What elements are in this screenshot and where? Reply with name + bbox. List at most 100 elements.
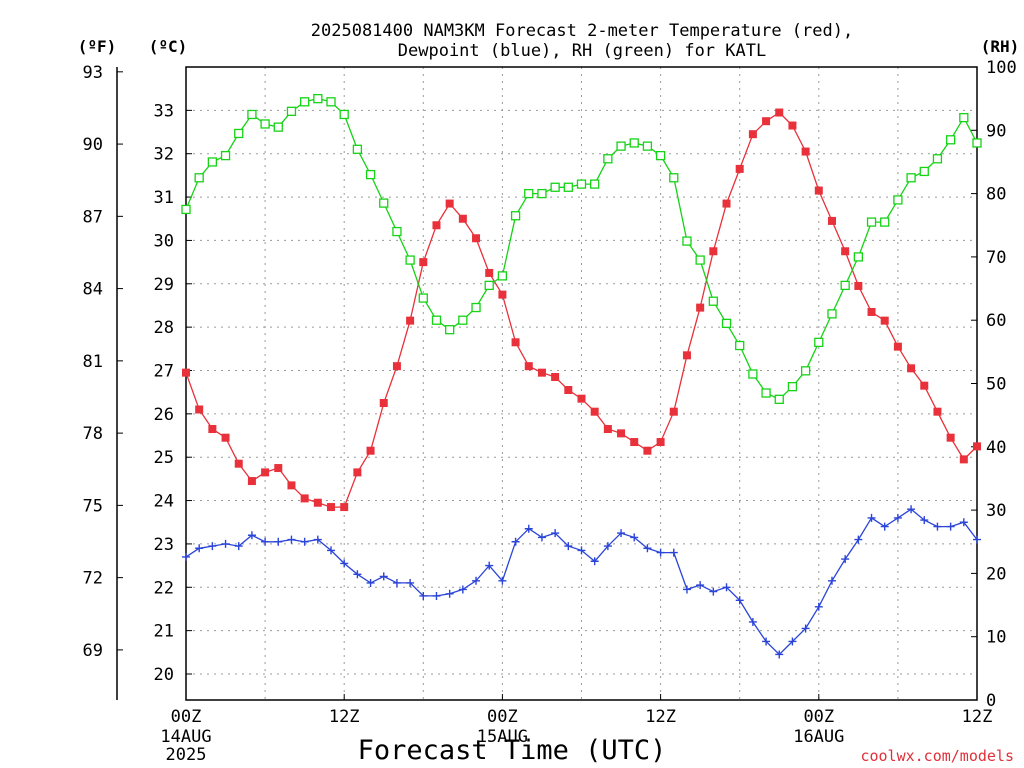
dewpoint-point (419, 591, 428, 600)
temperature-point (577, 394, 586, 403)
celsius-tick-label: 33 (154, 101, 174, 121)
temperature-point (353, 468, 362, 477)
dewpoint-point (696, 581, 705, 590)
temperature-point (933, 407, 942, 416)
temperature-point (893, 342, 902, 351)
dewpoint-point (801, 624, 810, 633)
grid-lines (186, 67, 977, 700)
dewpoint-point (379, 572, 388, 581)
dewpoint-point (353, 570, 362, 579)
rh-point (774, 394, 784, 404)
dewpoint-point (472, 576, 481, 585)
temperature-point (234, 459, 243, 468)
rh-point (721, 318, 732, 329)
dewpoint-point (182, 552, 190, 561)
rh-point (405, 255, 415, 265)
temperature-point (327, 503, 336, 512)
rh-point (418, 293, 428, 303)
rh-point (550, 182, 560, 192)
temperature-point (617, 429, 626, 438)
rh-point (207, 157, 218, 167)
celsius-tick-label: 23 (154, 535, 174, 555)
rh-point (484, 280, 494, 291)
temperature-point (643, 446, 652, 455)
celsius-tick-label: 20 (154, 665, 174, 685)
x-tick-label: 12Z (962, 707, 993, 727)
temperature-point (537, 368, 546, 377)
dewpoint-point (537, 533, 546, 542)
x-tick-year-label: 2025 (166, 745, 207, 765)
temperature-point (973, 442, 981, 451)
temperature-point (722, 199, 731, 208)
temperature-point (445, 199, 454, 208)
rh-point (655, 150, 666, 161)
dewpoint-point (287, 535, 296, 544)
dewpoint-point (300, 537, 309, 546)
temperature-point (946, 433, 955, 442)
temperature-series (182, 108, 981, 512)
temperature-point (590, 407, 599, 416)
rh-point (735, 340, 745, 351)
dewpoint-point (867, 513, 876, 522)
temperature-point (867, 307, 876, 316)
dewpoint-point (340, 559, 349, 568)
temperature-point (880, 316, 889, 325)
dewpoint-point (973, 535, 981, 544)
rh-tick-label: 60 (986, 311, 1006, 331)
rh-point (563, 182, 573, 192)
rh-point (866, 217, 877, 227)
dewpoint-point (485, 561, 494, 570)
temperature-point (814, 186, 823, 195)
temperature-point (841, 247, 850, 256)
fahrenheit-tick-label: 93 (83, 63, 103, 83)
rh-point (682, 236, 692, 246)
dewpoint-point (313, 535, 322, 544)
temperature-point (313, 498, 322, 507)
dewpoint-point (327, 546, 336, 555)
rh-tick-label: 30 (986, 501, 1006, 521)
celsius-tick-label: 26 (154, 405, 174, 425)
dewpoint-point (603, 542, 612, 551)
dewpoint-point (656, 548, 665, 557)
rh-point (906, 173, 916, 183)
rh-point (932, 154, 943, 164)
rh-tick-label: 0 (986, 691, 996, 711)
dewpoint-point (959, 518, 968, 527)
x-tick-date-label: 15AUG (477, 727, 528, 747)
rh-point (959, 112, 969, 123)
dewpoint-point (709, 587, 718, 596)
fahrenheit-tick-label: 81 (83, 352, 103, 372)
rh-series (181, 94, 982, 404)
rh-tick-label: 80 (986, 185, 1006, 205)
dewpoint-point (643, 544, 652, 553)
rh-point (880, 217, 890, 227)
x-tick-label: 00Z (803, 707, 834, 727)
chart-title-line2: Dewpoint (blue), RH (green) for KATL (398, 41, 766, 61)
rh-point (352, 144, 363, 154)
temperature-point (247, 477, 256, 486)
dewpoint-point (907, 505, 916, 514)
dewpoint-point (762, 637, 771, 646)
temperature-point (775, 108, 784, 117)
dewpoint-point (195, 544, 204, 553)
dewpoint-point (564, 542, 573, 551)
temperature-point (261, 468, 270, 477)
celsius-tick-label: 24 (154, 492, 174, 512)
temperature-point (340, 503, 349, 512)
temperature-point (788, 121, 797, 130)
rh-point (537, 188, 547, 199)
temperature-point (472, 234, 481, 243)
temperature-point (709, 247, 718, 256)
rh-point (840, 280, 850, 291)
temperature-point (748, 130, 757, 139)
rh-point (326, 97, 336, 107)
rh-point (431, 315, 442, 325)
dewpoint-point (669, 548, 678, 557)
rh-tick-label: 90 (986, 121, 1006, 141)
dewpoint-point (814, 602, 823, 611)
dewpoint-point (920, 516, 929, 525)
dewpoint-point (590, 557, 599, 566)
temperature-point (603, 425, 612, 434)
temperature-point (366, 446, 375, 455)
rh-point (471, 302, 481, 313)
